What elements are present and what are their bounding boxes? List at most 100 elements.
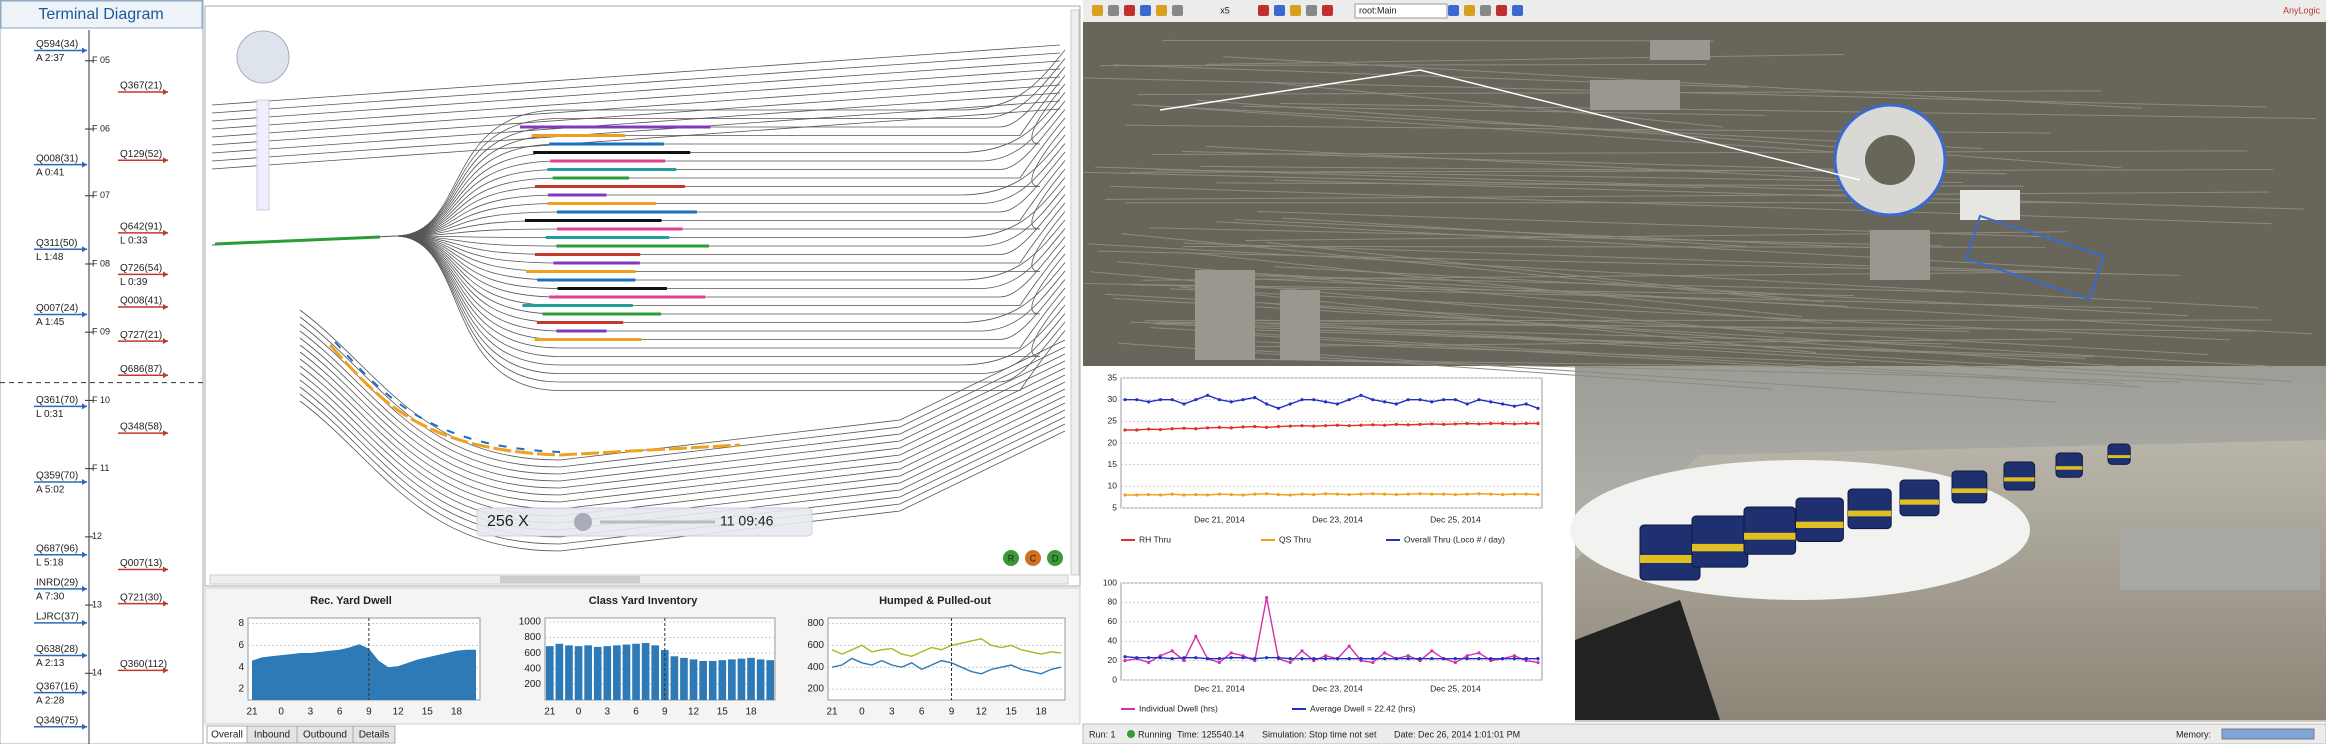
point: [1418, 398, 1422, 402]
train-name[interactable]: Q361(70): [36, 395, 78, 406]
tab[interactable]: [352, 725, 396, 744]
rail: [1200, 165, 1844, 172]
zoom-control[interactable]: [236, 30, 290, 84]
x-tick-label: 9: [662, 707, 668, 718]
tool-icon[interactable]: [1322, 5, 1333, 16]
point: [1536, 421, 1540, 426]
series-line: [1125, 422, 1538, 431]
train-name[interactable]: Q311(50): [36, 238, 78, 249]
bar: [641, 642, 650, 700]
tool-icon[interactable]: [1108, 5, 1119, 16]
point: [1489, 657, 1493, 661]
x-tick-label: 18: [451, 707, 463, 718]
point: [1147, 492, 1151, 497]
view-button[interactable]: [1025, 550, 1041, 566]
tool-icon[interactable]: [1124, 5, 1135, 16]
train-name[interactable]: Q642(91): [120, 222, 162, 233]
y-tick-label: 600: [524, 648, 541, 659]
track: [394, 66, 1066, 237]
track-box: [1964, 214, 2105, 301]
tool-icon[interactable]: [1480, 5, 1491, 16]
loco-stripe: [2004, 477, 2035, 482]
track: [394, 126, 1066, 237]
point: [1312, 492, 1316, 497]
x-tick-label: 9: [366, 707, 372, 718]
point: [1241, 656, 1245, 660]
series-line: [831, 638, 1062, 657]
tool-icon[interactable]: [1306, 5, 1317, 16]
point: [1394, 492, 1398, 497]
pause-button[interactable]: [574, 513, 592, 531]
tool-icon[interactable]: [1258, 5, 1269, 16]
legend-label: QS Thru: [1279, 534, 1311, 544]
train-name[interactable]: Q367(16): [36, 681, 78, 692]
v-scroll[interactable]: [1070, 9, 1080, 576]
terminal-header: [0, 0, 203, 29]
building: [2120, 530, 2320, 590]
point: [1501, 657, 1505, 661]
tool-icon[interactable]: [1092, 5, 1103, 16]
train-name[interactable]: Q360(112): [120, 659, 167, 670]
track: [211, 108, 1061, 170]
train-name[interactable]: Q348(58): [120, 422, 162, 433]
point: [1371, 492, 1375, 496]
train-name[interactable]: Q638(28): [36, 644, 78, 655]
tool-icon[interactable]: [1464, 5, 1475, 16]
tool-icon[interactable]: [1448, 5, 1459, 16]
arrow-head: [82, 403, 87, 410]
train-name[interactable]: Q594(34): [36, 39, 78, 50]
tool-icon[interactable]: [1172, 5, 1183, 16]
train-name[interactable]: Q359(70): [36, 471, 78, 482]
view-button[interactable]: [1003, 550, 1019, 566]
train-name[interactable]: LJRC(37): [36, 612, 79, 623]
track: [211, 100, 1061, 162]
tool-icon[interactable]: [1156, 5, 1167, 16]
train-name[interactable]: Q349(75): [36, 715, 78, 726]
train-name[interactable]: Q686(87): [120, 364, 162, 375]
speed-label[interactable]: x5: [1220, 5, 1230, 15]
x-tick-label: 21: [826, 707, 838, 718]
train-name[interactable]: Q726(54): [120, 263, 162, 274]
loco-stripe: [1900, 499, 1939, 505]
train-name[interactable]: Q008(41): [120, 296, 162, 307]
tool-icon[interactable]: [1140, 5, 1151, 16]
model-select[interactable]: [1354, 3, 1448, 19]
zoom-slider[interactable]: [256, 99, 270, 211]
locomotive: [1847, 488, 1892, 530]
tool-icon[interactable]: [1274, 5, 1285, 16]
tool-icon[interactable]: [1512, 5, 1523, 16]
tool-icon[interactable]: [1496, 5, 1507, 16]
point: [1288, 660, 1292, 665]
track: [211, 44, 1061, 106]
train-name[interactable]: INRD(29): [36, 577, 78, 588]
plot-area: [827, 617, 1066, 701]
legend-label: Overall Thru (Loco # / day): [1404, 534, 1505, 544]
bar: [545, 646, 554, 700]
point: [1276, 492, 1280, 497]
speed-text: 256 X: [487, 513, 529, 530]
track: [394, 160, 1066, 237]
train-name[interactable]: Q007(24): [36, 303, 78, 314]
hour-label: 12: [92, 531, 102, 541]
train-name[interactable]: Q721(30): [120, 592, 162, 603]
train-name[interactable]: Q367(21): [120, 81, 162, 92]
view-button[interactable]: [1047, 550, 1063, 566]
train-name[interactable]: Q008(31): [36, 153, 78, 164]
hour-label: F 10: [92, 395, 110, 405]
train-name[interactable]: Q007(13): [120, 558, 162, 569]
arrow-head: [163, 229, 168, 236]
train-name[interactable]: Q727(21): [120, 330, 162, 341]
track: [394, 235, 1066, 315]
point: [1347, 657, 1351, 661]
tool-icon[interactable]: [1290, 5, 1301, 16]
point: [1371, 398, 1375, 402]
point: [1477, 492, 1481, 496]
train-name[interactable]: Q687(96): [36, 543, 78, 554]
point: [1347, 424, 1351, 428]
point: [1418, 422, 1422, 426]
train-name[interactable]: Q129(52): [120, 149, 162, 160]
legend-label: Average Dwell = 22.42 (hrs): [1310, 703, 1416, 713]
point: [1465, 492, 1469, 496]
point: [1477, 657, 1481, 661]
h-thumb[interactable]: [500, 576, 640, 583]
